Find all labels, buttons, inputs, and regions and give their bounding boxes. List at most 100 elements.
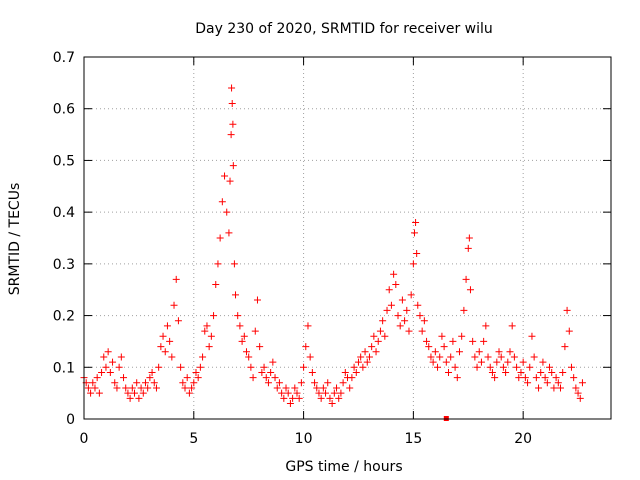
data-point (201, 327, 209, 335)
data-point (179, 379, 187, 387)
data-point (387, 301, 395, 309)
data-point (407, 291, 415, 299)
data-point (319, 384, 327, 392)
data-point (567, 363, 575, 371)
data-point (510, 353, 518, 361)
data-point (84, 384, 92, 392)
data-point (418, 327, 426, 335)
data-point (550, 384, 558, 392)
data-point (300, 363, 308, 371)
data-point (157, 343, 165, 351)
data-point (95, 389, 103, 397)
data-point (570, 374, 578, 382)
data-point (410, 229, 418, 237)
data-point (543, 379, 551, 387)
data-point (293, 389, 301, 397)
data-point (141, 379, 149, 387)
data-point (253, 296, 261, 304)
data-point (438, 332, 446, 340)
data-point (188, 384, 196, 392)
data-point (436, 353, 444, 361)
data-point (359, 363, 367, 371)
data-point (236, 322, 244, 330)
y-tick-label: 0.5 (53, 153, 75, 169)
data-point (113, 384, 121, 392)
data-point (535, 384, 543, 392)
data-point (449, 337, 457, 345)
data-point (210, 312, 218, 320)
data-point (385, 286, 393, 294)
data-point (390, 270, 398, 278)
data-point (313, 384, 321, 392)
data-point (315, 389, 323, 397)
data-point (174, 317, 182, 325)
x-axis-label: GPS time / hours (285, 459, 402, 475)
data-point (556, 384, 564, 392)
data-point (249, 374, 257, 382)
plot-frame (83, 56, 612, 420)
data-point (392, 281, 400, 289)
data-point (262, 374, 270, 382)
data-point (234, 312, 242, 320)
data-point (170, 301, 178, 309)
data-point (414, 301, 422, 309)
data-point (420, 317, 428, 325)
data-point (194, 374, 202, 382)
data-point (100, 353, 108, 361)
data-point (445, 368, 453, 376)
axis-ticks (83, 56, 611, 420)
data-point (401, 317, 409, 325)
data-point (363, 358, 371, 366)
data-point (458, 332, 466, 340)
data-point (502, 368, 510, 376)
data-point (403, 306, 411, 314)
data-point (357, 353, 365, 361)
data-point (203, 322, 211, 330)
data-point (205, 343, 213, 351)
data-point (352, 368, 360, 376)
data-point (431, 348, 439, 356)
data-point (572, 384, 580, 392)
data-point (133, 379, 141, 387)
data-point (166, 337, 174, 345)
data-point (232, 291, 240, 299)
data-point (497, 353, 505, 361)
data-point (139, 389, 147, 397)
data-point (576, 394, 584, 402)
data-point (473, 363, 481, 371)
data-point (212, 281, 220, 289)
data-point (226, 177, 234, 185)
data-point (578, 379, 586, 387)
data-point (155, 363, 163, 371)
data-point (216, 234, 224, 242)
data-point (339, 379, 347, 387)
data-point (291, 384, 299, 392)
data-point (89, 379, 97, 387)
data-point (394, 312, 402, 320)
data-point (286, 399, 294, 407)
data-point (183, 374, 191, 382)
data-point (93, 374, 101, 382)
data-point (521, 374, 529, 382)
data-point (284, 389, 292, 397)
data-point (480, 337, 488, 345)
data-point (466, 286, 474, 294)
data-point (308, 368, 316, 376)
data-point (269, 358, 277, 366)
data-point (117, 353, 125, 361)
data-point (462, 275, 470, 283)
data-point (297, 379, 305, 387)
data-point (442, 358, 450, 366)
data-point (423, 337, 431, 345)
data-point (256, 343, 264, 351)
data-point (207, 332, 215, 340)
x-tick-label: 10 (295, 431, 313, 447)
data-point (379, 317, 387, 325)
data-point (333, 384, 341, 392)
data-point (214, 260, 222, 268)
data-point (335, 394, 343, 402)
data-point (260, 363, 268, 371)
data-point (350, 363, 358, 371)
data-point (451, 363, 459, 371)
